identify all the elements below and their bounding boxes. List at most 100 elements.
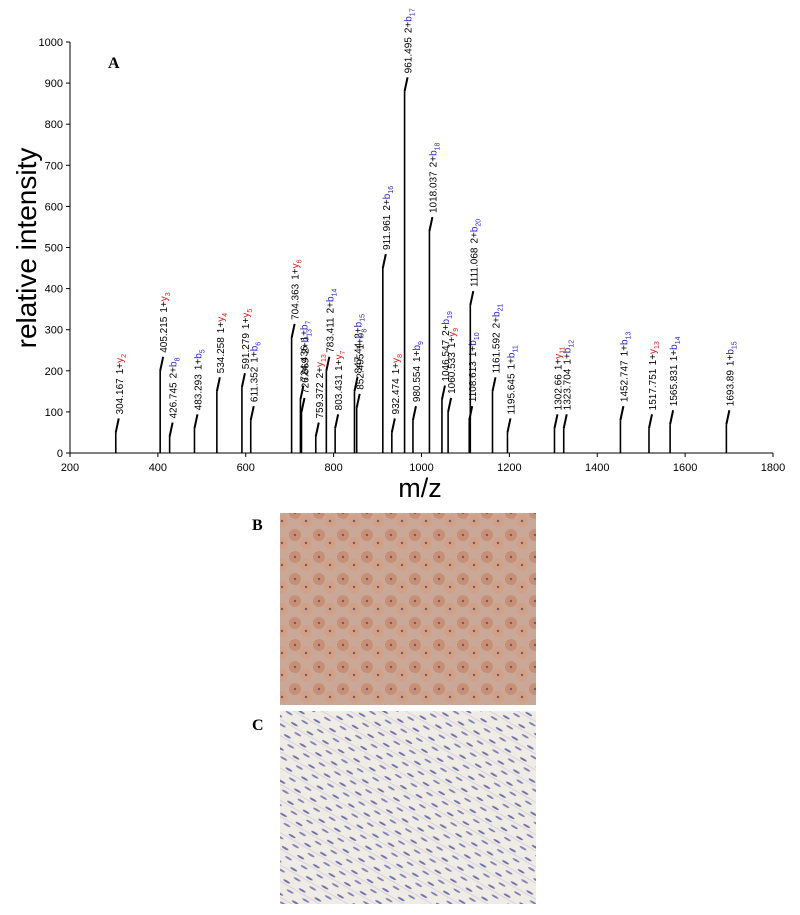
- peak-label: 847.442+b15: [353, 314, 366, 373]
- peak-charge: 1+: [412, 350, 423, 362]
- peak-mz: 1161.592: [491, 332, 502, 373]
- peak-mz: 1565.831: [669, 364, 680, 406]
- leader: [491, 377, 497, 392]
- peak-ion-number: 10: [474, 332, 481, 340]
- leader: [355, 393, 361, 408]
- peak-ion-number: 15: [359, 314, 366, 322]
- peak-label: 1046.547 2+b19: [441, 311, 454, 382]
- peak-ion: b: [353, 321, 364, 327]
- peak-label: 1693.89 1+b15: [725, 341, 738, 406]
- peak-label: 483.293 1+b5: [193, 349, 206, 410]
- peak-label: 1161.592 2+b21: [491, 304, 504, 374]
- peak-label: 961.495 2+b17: [404, 8, 417, 73]
- peak-ion: b: [382, 193, 393, 199]
- peak-ion: b: [169, 361, 180, 367]
- peak-label: 304.167 1+y2: [115, 354, 128, 415]
- peak-ion: b: [412, 345, 423, 351]
- leader: [215, 377, 221, 392]
- peak-mz: 534.258: [216, 337, 227, 374]
- peak-ion: b: [325, 296, 336, 302]
- peak-ion: y: [447, 332, 458, 337]
- y-tick-label: 1000: [39, 37, 63, 49]
- peak-charge: 1+: [447, 337, 458, 349]
- peak-mz: 1195.645: [506, 373, 517, 414]
- peak-ion-number: 18: [434, 142, 441, 150]
- peak-label: 932.474 1+y8: [391, 354, 404, 415]
- y-tick-label: 300: [45, 325, 63, 337]
- peak-label: 1060.533 1+y9: [447, 328, 460, 394]
- x-tick-label: 1600: [673, 462, 697, 474]
- peak-ion: b: [669, 344, 680, 350]
- y-tick-label: 100: [45, 407, 63, 419]
- peak-ion-number: 21: [497, 304, 504, 312]
- y-tick-label: 900: [45, 78, 63, 90]
- leader: [669, 410, 675, 425]
- peak-label: 726.869 2+b13: [300, 329, 313, 394]
- peak-mz: 304.167: [115, 378, 126, 415]
- peak-label: 724.4361+b7: [299, 320, 312, 381]
- leader: [725, 410, 731, 425]
- peak-ion-number: 9: [418, 341, 425, 345]
- peak-charge: 1+: [216, 322, 227, 334]
- peak-charge: 1+: [669, 350, 680, 362]
- peak-ion-number: 7: [340, 351, 347, 355]
- peak-ion-number: 14: [331, 289, 338, 297]
- peak-label: 911.961 2+b16: [382, 186, 395, 250]
- y-tick-label: 0: [57, 448, 63, 460]
- peak-ion-number: 19: [447, 311, 454, 319]
- peak-ion: y: [391, 358, 402, 363]
- peak-charge: 1+: [291, 268, 302, 280]
- panel-label: C: [252, 717, 264, 734]
- peak-mz: 1323.704: [563, 368, 574, 410]
- peak-charge: 1+: [356, 338, 367, 350]
- peak-label: 1111.068 2+b20: [469, 219, 482, 287]
- peak-ion-number: 15: [731, 341, 738, 349]
- leader: [299, 385, 305, 400]
- peak-ion: b: [441, 318, 452, 324]
- x-tick-label: 1000: [409, 462, 433, 474]
- leader: [325, 356, 331, 372]
- peak-ion: b: [491, 311, 502, 317]
- peak-charge: 2+: [469, 232, 480, 244]
- peak-label: 426.745 2+b8: [169, 357, 182, 418]
- leader: [381, 253, 387, 269]
- x-tick-label: 1200: [497, 462, 521, 474]
- peak-ion: y: [291, 263, 302, 268]
- x-tick-label: 600: [237, 462, 255, 474]
- peak-mz: 426.745: [169, 382, 180, 419]
- peak-charge: 2+: [382, 199, 393, 211]
- peak-charge: 1+: [159, 301, 170, 313]
- peak-charge: 1+: [299, 330, 310, 342]
- peak-charge: 1+: [241, 318, 252, 330]
- peak-ion-number: 4: [222, 313, 229, 317]
- leader: [240, 373, 246, 388]
- peak-charge: 1+: [250, 351, 261, 363]
- peak-ion: b: [428, 150, 439, 156]
- peak-mz: 405.215: [159, 316, 170, 353]
- peak-charge: 1+: [563, 353, 574, 365]
- peak-ion: b: [356, 332, 367, 338]
- peak-ion-number: 7: [305, 320, 312, 324]
- peak-ion: y: [334, 355, 345, 360]
- peak-ion-number: 17: [410, 8, 417, 16]
- peak-mz: 1060.533: [447, 352, 458, 394]
- peak-label: 405.215 1+y3: [159, 292, 172, 353]
- peak-label: 704.363 1+y6: [291, 259, 304, 320]
- peak-ion-number: 2: [121, 354, 128, 358]
- peak-ion-number: 6: [297, 259, 304, 263]
- peak-charge: 2+: [169, 367, 180, 379]
- peak-mz: 724.436: [299, 345, 310, 382]
- y-tick-label: 600: [45, 201, 63, 213]
- peak-charge: 2+: [404, 22, 415, 34]
- peak-ion-number: 8: [397, 354, 404, 358]
- peak-ion: b: [404, 16, 415, 22]
- peak-charge: 2+: [428, 156, 439, 168]
- peak-ion: y: [115, 358, 126, 363]
- peak-mz: 932.474: [391, 378, 402, 415]
- peak-mz: 1517.751: [648, 368, 659, 410]
- peak-charge: 2+: [353, 327, 364, 339]
- leader: [390, 418, 396, 433]
- peak-ion-number: 8: [362, 329, 369, 333]
- peak-label: 534.258 1+y4: [216, 313, 229, 374]
- leader: [447, 397, 453, 413]
